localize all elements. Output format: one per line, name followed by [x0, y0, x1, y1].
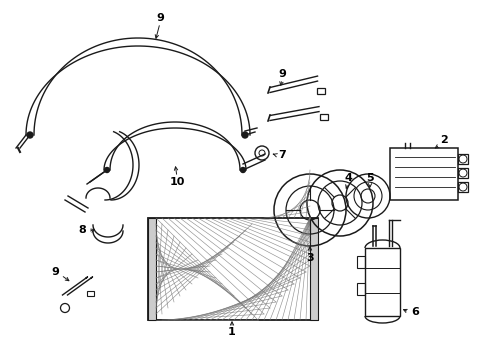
Text: 1: 1: [228, 327, 235, 337]
Bar: [148, 218, 156, 320]
Text: 3: 3: [305, 253, 313, 263]
Text: 9: 9: [156, 13, 163, 23]
Text: 5: 5: [366, 173, 373, 183]
Bar: [356, 283, 364, 295]
Bar: [319, 114, 327, 120]
Bar: [457, 154, 467, 164]
Circle shape: [27, 132, 33, 138]
Bar: [148, 218, 317, 320]
Bar: [309, 218, 317, 320]
Circle shape: [104, 167, 109, 172]
Bar: [356, 256, 364, 268]
Bar: [364, 248, 399, 316]
Circle shape: [242, 132, 247, 138]
Bar: [316, 88, 325, 94]
Bar: [87, 291, 94, 296]
Circle shape: [240, 167, 245, 172]
Text: 4: 4: [344, 173, 351, 183]
Bar: [457, 168, 467, 178]
Text: 6: 6: [410, 307, 418, 317]
Bar: [389, 148, 457, 200]
Text: 9: 9: [278, 69, 285, 79]
Text: 2: 2: [439, 135, 447, 145]
Text: 8: 8: [78, 225, 86, 235]
Text: 10: 10: [169, 177, 184, 187]
Bar: [457, 182, 467, 192]
Text: 9: 9: [51, 267, 59, 277]
Text: 7: 7: [278, 150, 285, 160]
